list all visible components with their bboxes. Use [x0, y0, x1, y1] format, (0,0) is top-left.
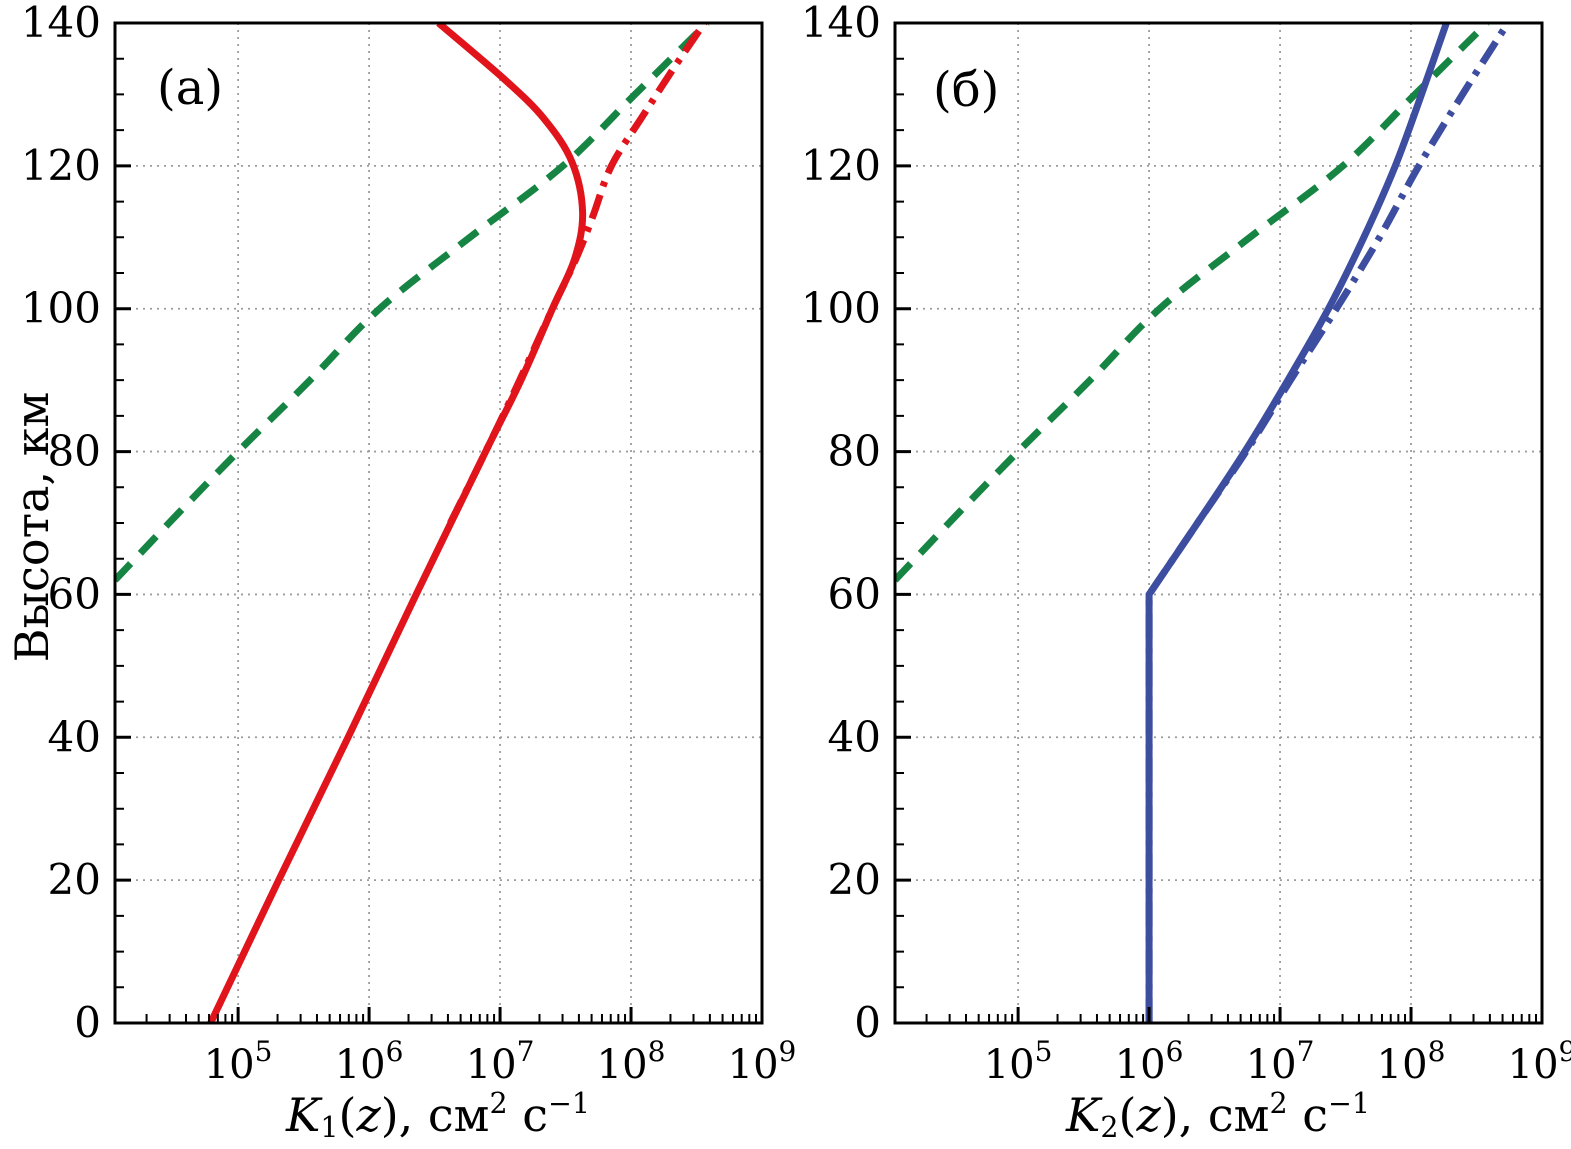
series-eddy-diffusion-K1	[207, 23, 587, 1023]
x-tick-label: 105	[204, 1035, 273, 1088]
series-eddy-diffusion-K2-extended	[1145, 23, 1511, 1023]
panel-a: 105 106 107 108 109 0 20 40 60 80 100 120 140	[21, 0, 797, 1088]
x-tick-label: 106	[1115, 1035, 1184, 1088]
y-tick-label: 20	[48, 855, 101, 904]
y-tick-label: 0	[854, 998, 881, 1047]
x-tick-label: 109	[728, 1035, 797, 1088]
axes-frame	[113, 21, 764, 1025]
major-ticks	[115, 21, 764, 1025]
minor-ticks	[115, 57, 758, 1023]
major-ticks	[895, 21, 1544, 1025]
y-tick-label: 140	[21, 0, 101, 47]
gridlines	[895, 23, 1542, 1023]
gridlines	[115, 23, 762, 1023]
x-tick-label: 108	[597, 1035, 666, 1088]
y-tick-label: 40	[48, 712, 101, 761]
y-tick-label: 80	[48, 427, 101, 476]
series-molecular-diffusion-profile	[895, 23, 1490, 583]
y-tick-label: 40	[828, 712, 881, 761]
y-tick-label: 80	[828, 427, 881, 476]
y-tick-label: 120	[801, 141, 881, 190]
series-molecular-diffusion-profile	[115, 23, 710, 583]
x-tick-label: 107	[1246, 1035, 1315, 1088]
y-tick-label: 60	[48, 569, 101, 618]
y-tick-label: 100	[801, 284, 881, 333]
y-tick-label: 60	[828, 569, 881, 618]
y-tick-label: 20	[828, 855, 881, 904]
minor-ticks	[895, 57, 1538, 1023]
series-eddy-diffusion-K2	[1145, 23, 1450, 1023]
y-tick-label: 140	[801, 0, 881, 47]
x-tick-label: 106	[335, 1035, 404, 1088]
x-tick-label: 108	[1377, 1035, 1446, 1088]
y-tick-label: 100	[21, 284, 101, 333]
axes-frame	[893, 21, 1544, 1025]
x-tick-label: 109	[1508, 1035, 1571, 1088]
panel-b: 105 106 107 108 109 0 20 40 60 80 100 120 140	[801, 0, 1571, 1088]
y-tick-label: 0	[74, 998, 101, 1047]
x-tick-label: 105	[984, 1035, 1053, 1088]
y-tick-label: 120	[21, 141, 101, 190]
x-tick-label: 107	[466, 1035, 535, 1088]
